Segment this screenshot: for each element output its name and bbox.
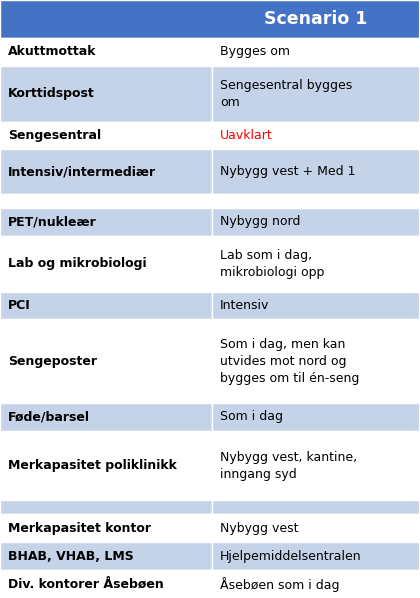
Text: Åsebøen som i dag: Åsebøen som i dag (220, 576, 340, 591)
Text: Nybygg nord: Nybygg nord (220, 215, 300, 228)
Text: Akuttmottak: Akuttmottak (8, 45, 97, 59)
Text: Nybygg vest + Med 1: Nybygg vest + Med 1 (220, 165, 356, 178)
Text: Lab og mikrobiologi: Lab og mikrobiologi (8, 257, 147, 270)
Bar (0, 150, 212, 194)
Bar (212, 38, 420, 66)
Text: PET/nukleær: PET/nukleær (8, 215, 97, 228)
Text: Merkapasitet poliklinikk: Merkapasitet poliklinikk (8, 459, 177, 472)
Bar (0, 38, 212, 66)
Bar (212, 403, 420, 431)
Text: Bygges om: Bygges om (220, 45, 290, 59)
Bar (212, 194, 420, 208)
Bar (0, 542, 212, 570)
Bar (0, 319, 212, 403)
Bar (212, 292, 420, 319)
Text: Føde/barsel: Føde/barsel (8, 410, 90, 423)
Text: Hjelpemiddelsentralen: Hjelpemiddelsentralen (220, 550, 362, 563)
Bar (212, 514, 420, 542)
Bar (212, 236, 420, 292)
Text: Sengesentral bygges
om: Sengesentral bygges om (220, 79, 352, 109)
Bar (0, 570, 212, 598)
Bar (212, 570, 420, 598)
Text: PCI: PCI (8, 299, 31, 312)
Text: Sengeposter: Sengeposter (8, 355, 97, 368)
Text: Div. kontorer Åsebøen: Div. kontorer Åsebøen (8, 578, 164, 591)
Text: Uavklart: Uavklart (220, 129, 273, 142)
Bar (0, 66, 212, 121)
Bar (0, 194, 212, 208)
Bar (212, 208, 420, 236)
Bar (0, 292, 212, 319)
Text: Intensiv/intermediær: Intensiv/intermediær (8, 165, 156, 178)
Bar (212, 66, 420, 121)
Bar (0, 236, 212, 292)
Text: Intensiv: Intensiv (220, 299, 270, 312)
Text: Som i dag: Som i dag (220, 410, 283, 423)
Text: BHAB, VHAB, LMS: BHAB, VHAB, LMS (8, 550, 134, 563)
Bar (212, 121, 420, 150)
Text: Scenario 1: Scenario 1 (264, 10, 368, 28)
Bar (212, 501, 420, 514)
Bar (0, 403, 212, 431)
Text: Sengesentral: Sengesentral (8, 129, 101, 142)
Bar (212, 319, 420, 403)
Bar (0, 514, 212, 542)
Bar (0, 431, 212, 501)
Bar (212, 542, 420, 570)
Bar (212, 431, 420, 501)
Text: Som i dag, men kan
utvides mot nord og
bygges om til én-seng: Som i dag, men kan utvides mot nord og b… (220, 338, 360, 385)
Text: Nybygg vest, kantine,
inngang syd: Nybygg vest, kantine, inngang syd (220, 451, 357, 481)
Bar (0, 208, 212, 236)
Text: Lab som i dag,
mikrobiologi opp: Lab som i dag, mikrobiologi opp (220, 249, 325, 279)
Bar (0, 121, 212, 150)
Text: Merkapasitet kontor: Merkapasitet kontor (8, 522, 151, 535)
Bar (0, 0, 420, 38)
Bar (212, 150, 420, 194)
Text: Nybygg vest: Nybygg vest (220, 522, 299, 535)
Bar (0, 501, 212, 514)
Text: Korttidspost: Korttidspost (8, 87, 95, 100)
